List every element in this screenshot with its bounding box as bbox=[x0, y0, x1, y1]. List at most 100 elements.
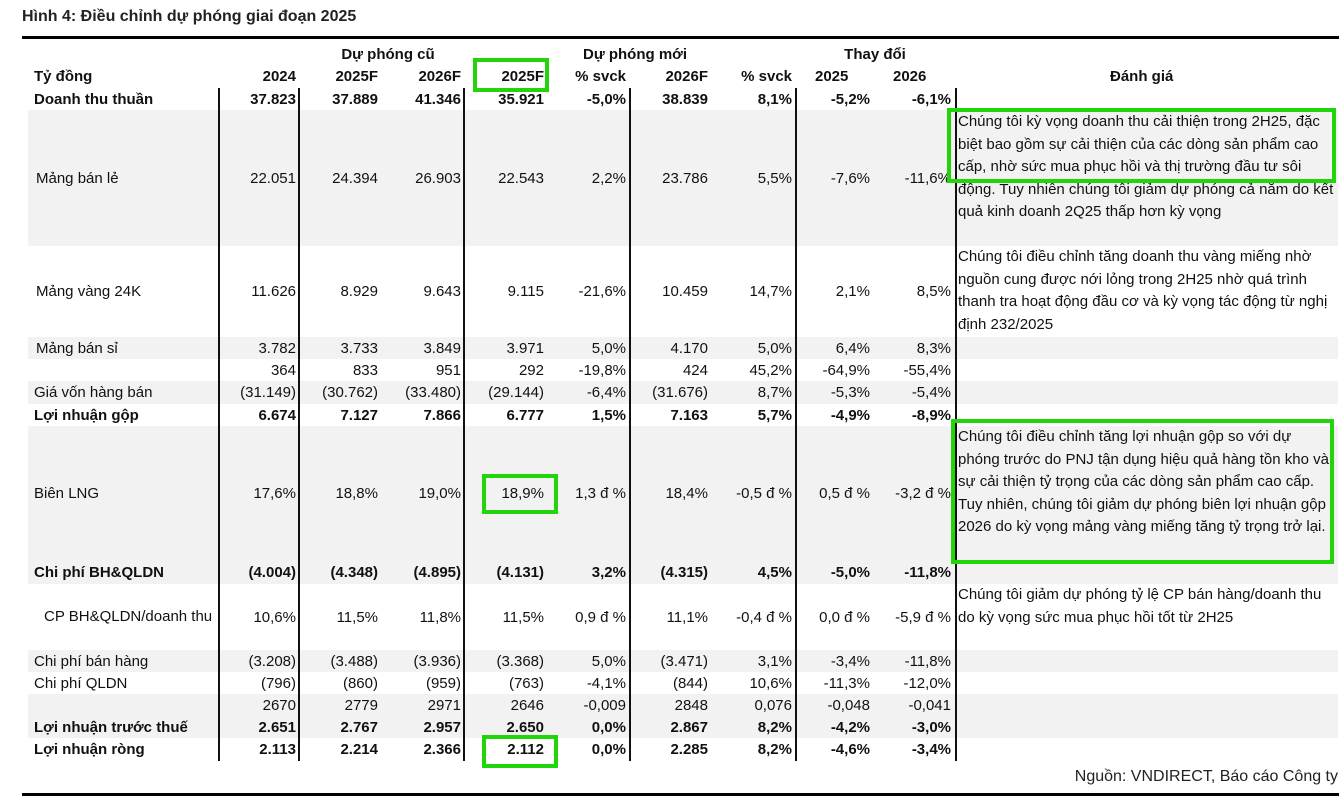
cell-value: 6,4% bbox=[835, 339, 870, 357]
cell-value: -21,6% bbox=[578, 283, 626, 300]
table-row: 2670 2779 2971 2646 -0,009 2848 0,076 -0,048 -0,… bbox=[28, 694, 1338, 716]
cell-value: 1,3 đ % bbox=[575, 484, 626, 502]
cell-value: 37.889 bbox=[332, 90, 378, 108]
cell-value: 3.782 bbox=[258, 339, 296, 357]
note-sga: Chúng tôi giảm dự phóng tỷ lệ CP bán hàn… bbox=[958, 586, 1322, 626]
row-label: Biên LNG bbox=[34, 484, 100, 502]
cell-value: 8,7% bbox=[757, 384, 792, 401]
cell-value: 22.543 bbox=[498, 169, 544, 187]
top-rule bbox=[22, 36, 1339, 39]
cell-value: -0,041 bbox=[908, 696, 951, 714]
cell-value: 1,5% bbox=[591, 406, 626, 424]
source-note: Nguồn: VNDIRECT, Báo cáo Công ty bbox=[1074, 768, 1338, 785]
cell-value: (844) bbox=[672, 674, 708, 692]
header-old-2026f: 2026F bbox=[418, 68, 461, 85]
cell-value: 18,4% bbox=[665, 484, 708, 502]
cell-value: 833 bbox=[352, 361, 378, 379]
cell-value: (3.368) bbox=[496, 652, 544, 670]
row-label: Lợi nhuận trước thuế bbox=[34, 718, 188, 736]
cell-value: 9.115 bbox=[507, 283, 544, 300]
table-row: Chi phí BH&QLDN (4.004) (4.348) (4.895) (4.1… bbox=[28, 560, 1338, 584]
cell-value: 2,1% bbox=[835, 283, 870, 300]
cell-value: -11,6% bbox=[904, 169, 951, 187]
cell-value: -4,1% bbox=[586, 674, 626, 692]
table-row: 364 833 951 292 -19,8% 424 45,2% -64,9% -55,4% bbox=[28, 359, 1338, 381]
cell-value: 951 bbox=[435, 361, 461, 379]
cell-value: -4,6% bbox=[830, 741, 870, 758]
header-new-2026f: 2026F bbox=[665, 68, 708, 85]
note-gold: Chúng tôi điều chỉnh tăng doanh thu vàng… bbox=[958, 248, 1328, 333]
cell-value: 2,2% bbox=[591, 169, 626, 187]
cell-value: 2848 bbox=[674, 696, 708, 714]
cell-value: 0,5 đ % bbox=[819, 484, 870, 502]
cell-value: (4.895) bbox=[413, 563, 461, 581]
cell-value: 35.921 bbox=[498, 90, 544, 108]
cell-value: -12,0% bbox=[903, 674, 951, 692]
row-label: Doanh thu thuần bbox=[34, 90, 154, 108]
cell-value: 5,7% bbox=[757, 406, 792, 424]
table-row: Mảng vàng 24K 11.626 8.929 9.643 9.115 -21,6%… bbox=[28, 246, 1338, 337]
cell-value: 2.366 bbox=[423, 741, 461, 758]
cell-value: 41.346 bbox=[415, 90, 461, 108]
cell-value: (3.936) bbox=[413, 652, 461, 670]
cell-value: 2.867 bbox=[670, 718, 708, 736]
cell-value: (4.348) bbox=[330, 563, 378, 581]
cell-value: -3,2 đ % bbox=[895, 484, 951, 502]
cell-value: 19,0% bbox=[418, 484, 461, 502]
group-new-forecast: Dự phóng mới bbox=[582, 46, 687, 63]
cell-value: 17,6% bbox=[253, 484, 296, 502]
header-old-2025f: 2025F bbox=[335, 68, 378, 85]
header-unit: Tỷ đồng bbox=[34, 68, 93, 85]
column-divider bbox=[218, 88, 220, 761]
cell-value: 5,0% bbox=[591, 652, 626, 670]
group-old-forecast: Dự phóng cũ bbox=[341, 46, 435, 63]
cell-value: -5,9 đ % bbox=[895, 608, 951, 626]
table-row: Lợi nhuận gộp 6.674 7.127 7.866 6.777 1,5% 7.1… bbox=[28, 404, 1338, 426]
cell-value: 364 bbox=[270, 361, 296, 379]
cell-value: -5,0% bbox=[830, 563, 870, 581]
cell-value: (763) bbox=[508, 674, 544, 692]
note-margin: Chúng tôi điều chỉnh tăng lợi nhuận gộp … bbox=[958, 428, 1329, 535]
table-row: Biên LNG 17,6% 18,8% 19,0% 18,9% 1,3 đ % 18,4%… bbox=[28, 426, 1338, 560]
cell-value: -11,8% bbox=[904, 652, 951, 670]
cell-value: (3.488) bbox=[330, 652, 378, 670]
cell-value: 23.786 bbox=[662, 169, 708, 187]
cell-value: 6.777 bbox=[506, 406, 544, 424]
cell-value: -5,0% bbox=[586, 90, 626, 108]
note-retail: Chúng tôi kỳ vọng doanh thu cải thiện tr… bbox=[958, 113, 1334, 220]
table-row: Mảng bán lẻ 22.051 24.394 26.903 22.543 2,2% 2… bbox=[28, 110, 1338, 246]
bottom-rule bbox=[22, 793, 1339, 796]
row-label: Chi phí QLDN bbox=[34, 674, 128, 692]
cell-value: 10.459 bbox=[662, 283, 708, 300]
cell-value: 0,0 đ % bbox=[819, 608, 870, 626]
cell-value: (29.144) bbox=[488, 384, 544, 401]
cell-value: 3,1% bbox=[757, 652, 792, 670]
cell-value: 14,7% bbox=[749, 283, 792, 300]
cell-value: 8,3% bbox=[916, 339, 951, 357]
header-svck-2: % svck bbox=[741, 68, 792, 85]
cell-value: (4.315) bbox=[660, 563, 708, 581]
table-row: Giá vốn hàng bán (31.149) (30.762) (33.480)… bbox=[28, 381, 1338, 404]
column-divider bbox=[298, 88, 300, 761]
cell-value: 3.971 bbox=[506, 339, 544, 357]
cell-value: 2779 bbox=[344, 696, 378, 714]
row-label: Mảng bán lẻ bbox=[36, 169, 119, 187]
cell-value: 5,0% bbox=[591, 339, 626, 357]
cell-value: (31.149) bbox=[240, 384, 296, 401]
cell-value: 24.394 bbox=[332, 169, 378, 187]
row-label: Mảng bán sỉ bbox=[36, 339, 118, 357]
cell-value: (3.471) bbox=[660, 652, 708, 670]
cell-value: 22.051 bbox=[250, 169, 296, 187]
cell-value: (3.208) bbox=[248, 652, 296, 670]
table-row: Chi phí bán hàng (3.208) (3.488) (3.936) (3.… bbox=[28, 650, 1338, 672]
cell-value: -0,5 đ % bbox=[736, 484, 792, 502]
column-divider bbox=[629, 88, 631, 761]
cell-value: 2971 bbox=[427, 696, 461, 714]
cell-value: (4.004) bbox=[248, 563, 296, 581]
cell-value: 11.626 bbox=[251, 283, 296, 300]
cell-value: -11,8% bbox=[904, 563, 951, 581]
table-row: Lợi nhuận ròng 2.113 2.214 2.366 2.112 0,0% 2.… bbox=[28, 738, 1338, 761]
table-row: Lợi nhuận trước thuế 2.651 2.767 2.957 2.650… bbox=[28, 716, 1338, 738]
cell-value: (30.762) bbox=[322, 384, 378, 401]
table-row: CP BH&QLDN/doanh thu 10,6% 11,5% 11,8% 11,5%… bbox=[28, 584, 1338, 650]
